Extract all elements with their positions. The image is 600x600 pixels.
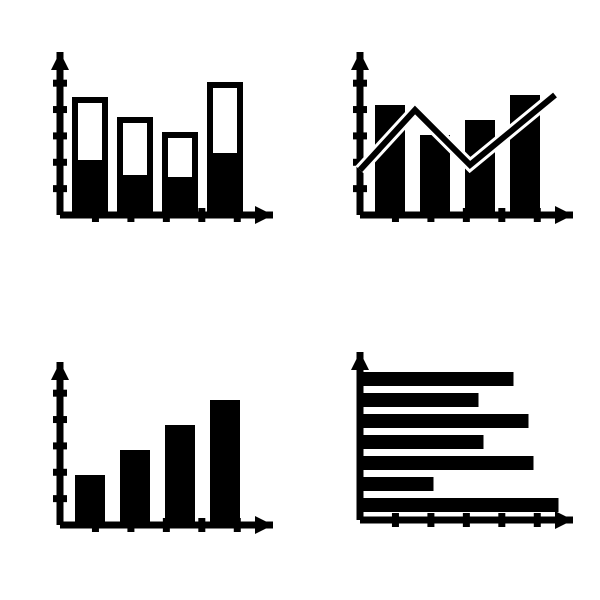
bar-chart-icon <box>0 300 300 600</box>
stacked-bar-chart-icon <box>0 0 300 300</box>
horizontal-bar-chart-icon <box>300 300 600 600</box>
chart-icon-grid <box>0 0 600 600</box>
bar-line-combo-chart-icon <box>300 0 600 300</box>
